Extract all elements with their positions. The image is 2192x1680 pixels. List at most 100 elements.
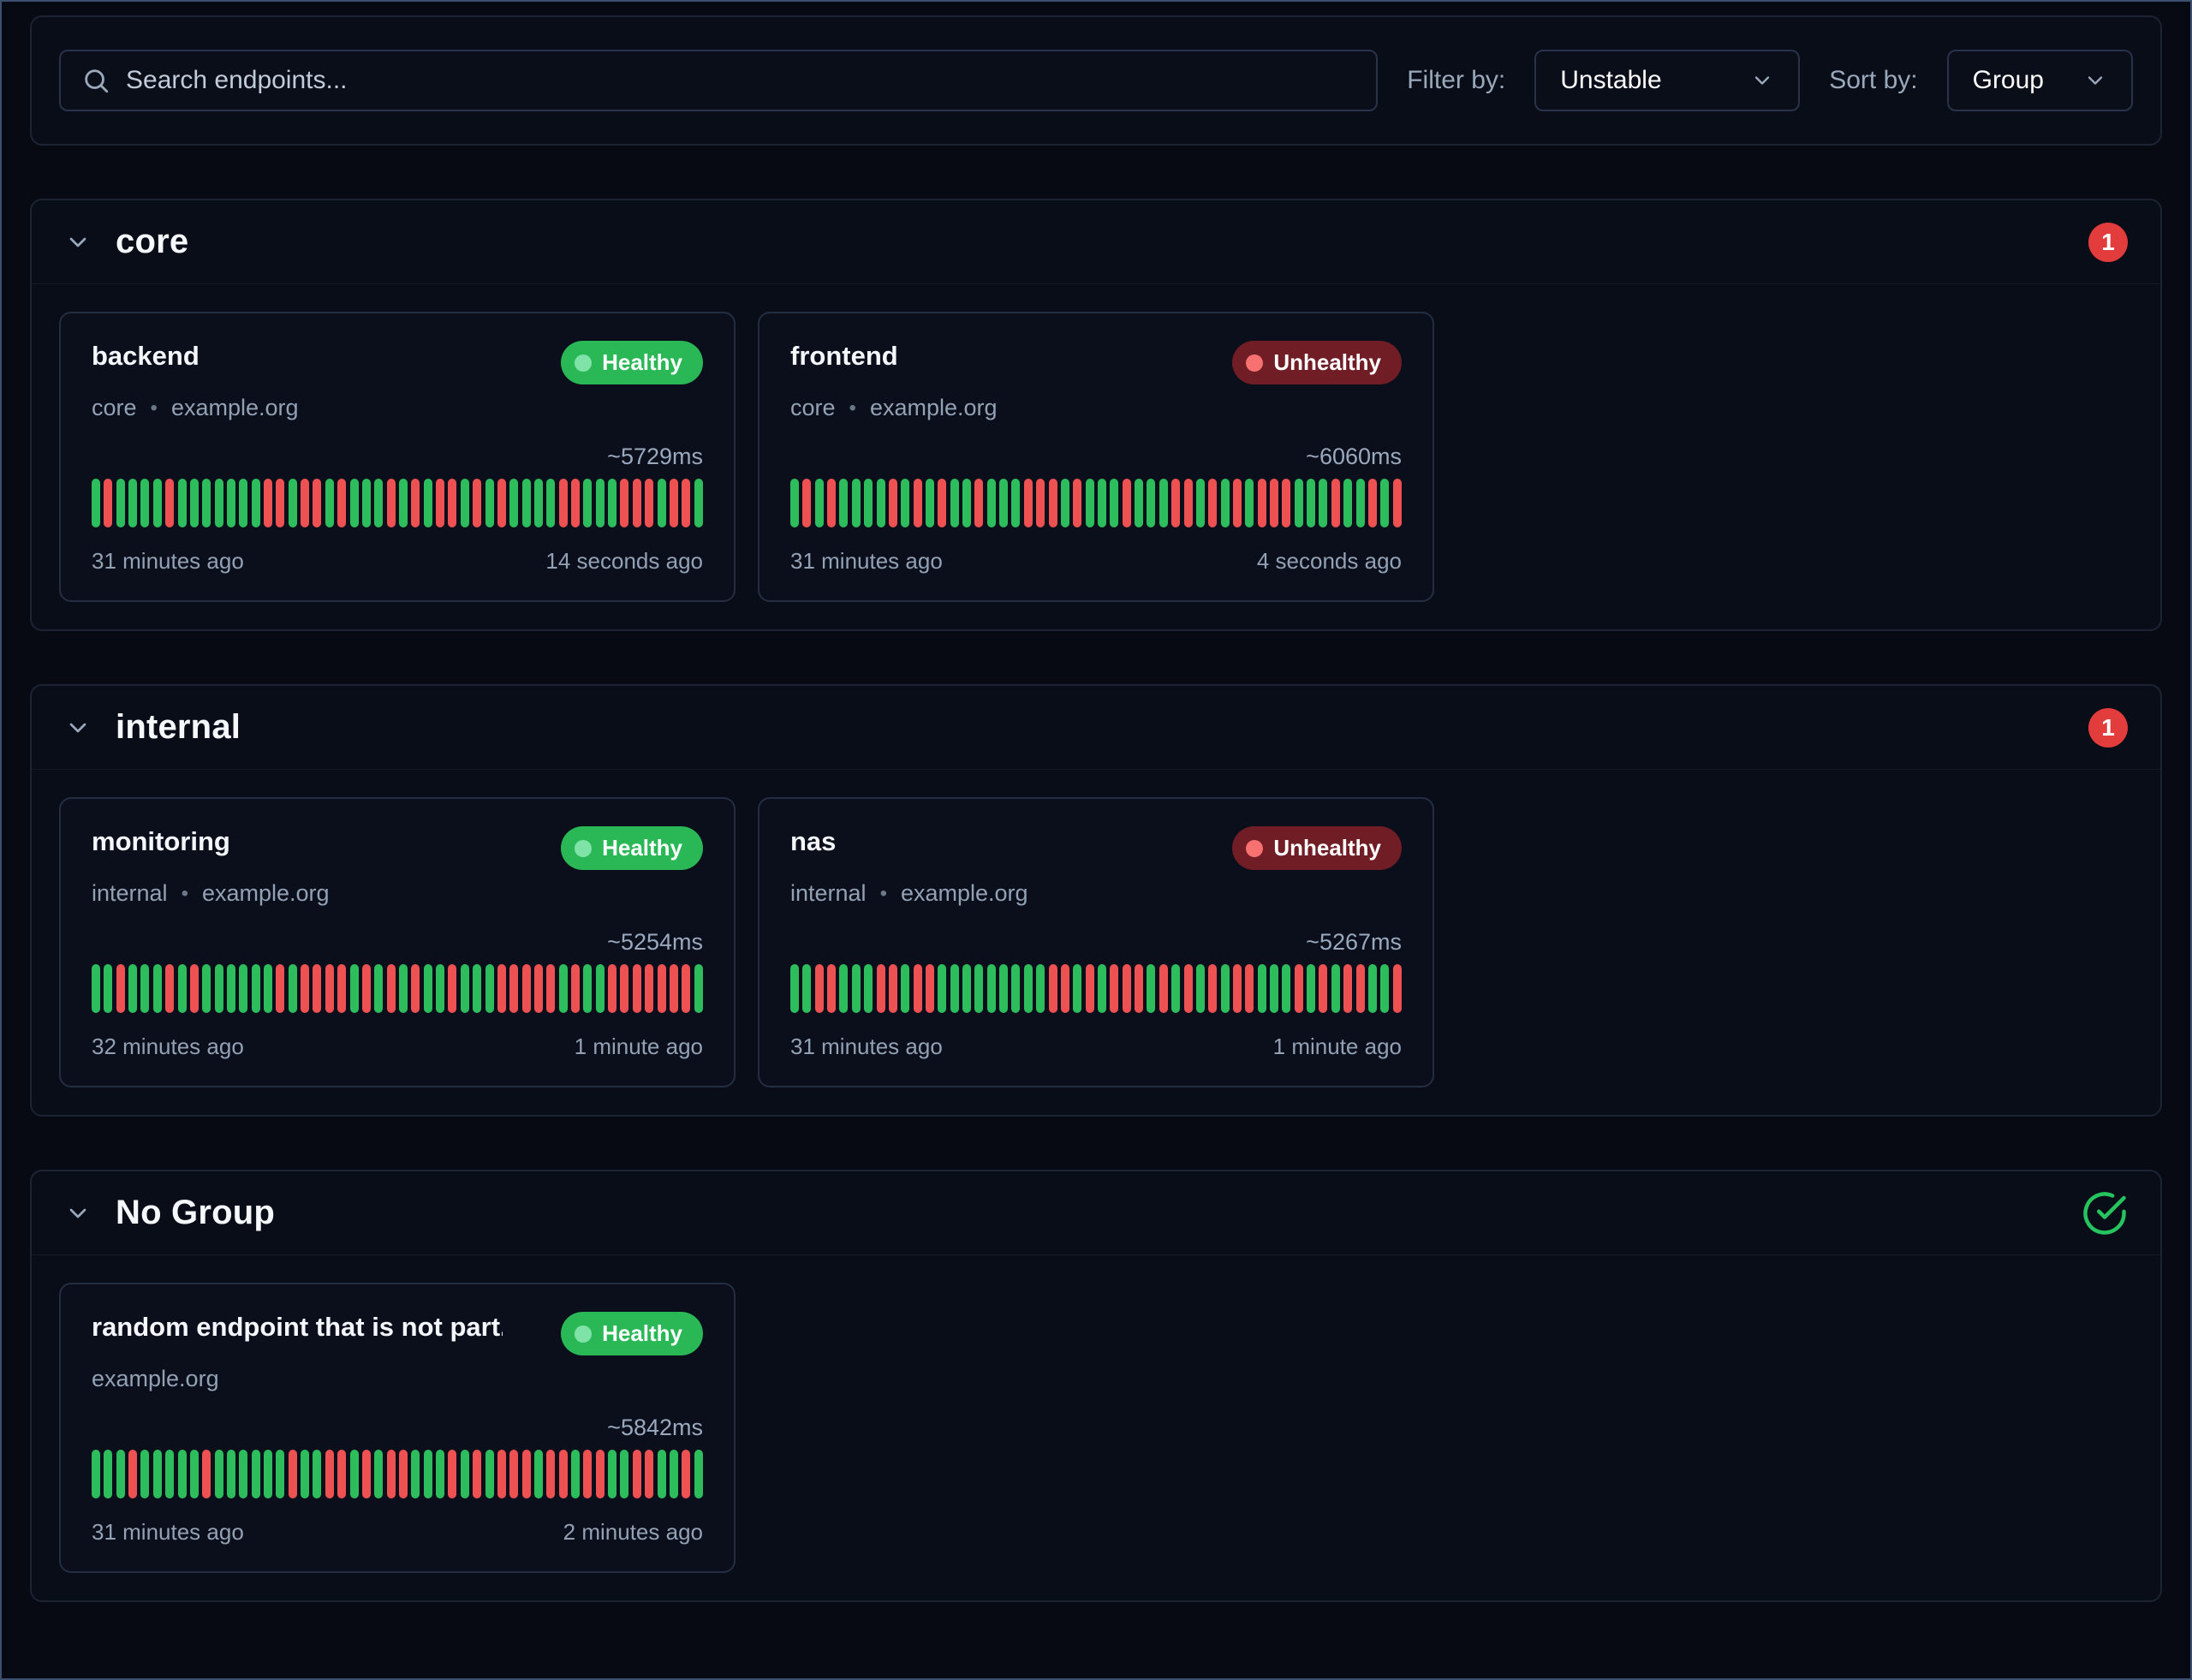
uptime-bar [583, 479, 593, 527]
uptime-bar [239, 1450, 248, 1498]
uptime-bar [1307, 479, 1316, 527]
filter-dropdown-value: Unstable [1560, 66, 1662, 94]
uptime-bar [682, 964, 691, 1013]
uptime-bar [92, 964, 100, 1013]
uptime-bar [1097, 479, 1106, 527]
uptime-bar [1343, 964, 1353, 1013]
uptime-bar [386, 964, 396, 1013]
uptime-bar [288, 479, 297, 527]
group-title: internal [116, 708, 241, 746]
uptime-bar [104, 479, 113, 527]
uptime-bar [986, 964, 996, 1013]
status-dot-icon [1246, 354, 1264, 372]
uptime-bar [1270, 479, 1279, 527]
endpoint-card[interactable]: backend Healthy core • example.org ~5729ms 31 … [59, 312, 736, 602]
uptime-bar [361, 964, 371, 1013]
uptime-bar [1282, 479, 1291, 527]
uptime-bar [448, 479, 457, 527]
uptime-bar [140, 964, 150, 1013]
endpoint-group-label: core [790, 395, 836, 420]
uptime-history-bars[interactable] [92, 964, 703, 1013]
sort-dropdown[interactable]: Group [1946, 50, 2133, 111]
uptime-bar [189, 479, 199, 527]
uptime-bar [411, 479, 420, 527]
uptime-bar [682, 479, 691, 527]
status-dot-icon [1246, 839, 1264, 857]
uptime-bar [276, 964, 285, 1013]
avg-response-time: ~5842ms [607, 1415, 703, 1440]
uptime-history-bars[interactable] [790, 964, 1402, 1013]
avg-response-time: ~5729ms [607, 444, 703, 469]
uptime-bar [177, 964, 187, 1013]
group-header[interactable]: core 1 [32, 200, 2160, 284]
uptime-bar [152, 479, 162, 527]
uptime-bar [1380, 964, 1390, 1013]
uptime-bar [790, 479, 799, 527]
uptime-bar [790, 964, 799, 1013]
uptime-bar [1147, 479, 1156, 527]
uptime-bar [337, 964, 347, 1013]
status-label: Healthy [602, 835, 682, 861]
uptime-bar [497, 479, 506, 527]
chevron-down-icon [2088, 76, 2103, 85]
uptime-bar [165, 479, 175, 527]
uptime-bar [251, 964, 260, 1013]
uptime-bar [1392, 479, 1402, 527]
toolbar: Filter by: Unstable Sort by: Group [30, 15, 2162, 146]
uptime-history-bars[interactable] [92, 479, 703, 527]
filter-dropdown[interactable]: Unstable [1534, 50, 1801, 111]
uptime-bar [595, 964, 605, 1013]
uptime-bar [140, 479, 150, 527]
uptime-bar [962, 964, 972, 1013]
uptime-bar [1245, 479, 1254, 527]
endpoint-name: random endpoint that is not part... [92, 1312, 503, 1342]
uptime-bar [1097, 964, 1106, 1013]
group-header[interactable]: No Group [32, 1171, 2160, 1255]
group-section: internal 1 monitoring Healthy internal • examp… [30, 684, 2162, 1117]
group-header[interactable]: internal 1 [32, 686, 2160, 770]
uptime-bar [913, 479, 922, 527]
uptime-bar [1307, 964, 1316, 1013]
uptime-bar [436, 479, 445, 527]
uptime-bar [694, 964, 703, 1013]
group-cards: backend Healthy core • example.org ~5729ms 31 … [32, 284, 2160, 629]
endpoint-name: backend [92, 341, 200, 371]
uptime-bar [1060, 964, 1069, 1013]
uptime-bar [1011, 479, 1021, 527]
uptime-bar [1245, 964, 1254, 1013]
endpoint-card[interactable]: random endpoint that is not part... Healt… [59, 1283, 736, 1573]
uptime-bar [1232, 964, 1242, 1013]
uptime-bar [485, 964, 494, 1013]
uptime-history-bars[interactable] [92, 1450, 703, 1498]
dashboard-page: Filter by: Unstable Sort by: Group core 1… [2, 2, 2190, 1602]
uptime-bar [92, 479, 100, 527]
endpoint-card[interactable]: monitoring Healthy internal • example.org ~52… [59, 797, 736, 1087]
uptime-bar [1355, 479, 1365, 527]
uptime-history-bars[interactable] [790, 479, 1402, 527]
uptime-bar [239, 479, 248, 527]
uptime-bar [814, 479, 824, 527]
uptime-bar [669, 479, 678, 527]
endpoint-card[interactable]: frontend Unhealthy core • example.org ~6060ms… [758, 312, 1434, 602]
uptime-bar [1159, 964, 1168, 1013]
uptime-bar [802, 479, 812, 527]
endpoint-card[interactable]: nas Unhealthy internal • example.org ~5267ms 3… [758, 797, 1434, 1087]
uptime-bar [669, 964, 678, 1013]
uptime-bar [1110, 479, 1119, 527]
uptime-bar [423, 1450, 432, 1498]
endpoint-host: example.org [170, 395, 299, 420]
search-input[interactable] [126, 66, 1356, 95]
uptime-bar [325, 479, 334, 527]
uptime-bar [473, 1450, 482, 1498]
uptime-bar [1331, 479, 1340, 527]
uptime-bar [386, 479, 396, 527]
uptime-bar [325, 1450, 334, 1498]
uptime-bar [1331, 964, 1340, 1013]
uptime-bar [140, 1450, 150, 1498]
search-box[interactable] [59, 50, 1379, 111]
uptime-bar [485, 479, 494, 527]
uptime-bar [128, 479, 138, 527]
uptime-bar [974, 964, 984, 1013]
uptime-bar [214, 1450, 223, 1498]
uptime-bar [558, 964, 568, 1013]
